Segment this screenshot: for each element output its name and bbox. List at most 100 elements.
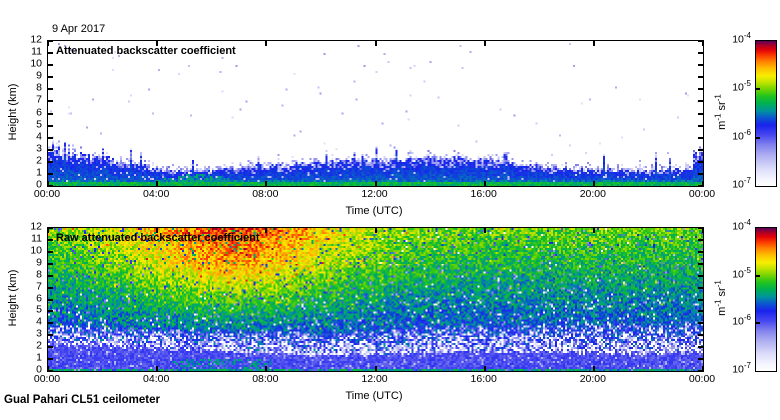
x-tick-label: 20:00 <box>579 373 606 385</box>
y-tick-mark <box>48 274 53 277</box>
x-tick-label: 00:00 <box>688 373 716 385</box>
x-tick-mark <box>265 181 268 186</box>
y-tick-mark <box>48 40 53 42</box>
x-tick-label: 00:00 <box>33 373 61 385</box>
colorbar-tick-exponent: -7 <box>743 176 751 185</box>
colorbar-tick-mark <box>756 136 760 139</box>
x-tick-mark <box>592 366 595 371</box>
y-tick-mark <box>48 88 53 91</box>
colorbar-tick-label: 10-6 <box>691 127 751 143</box>
colorbar-tick-mark <box>756 88 760 91</box>
y-tick-mark <box>698 262 703 265</box>
y-tick-label: 10 <box>30 57 42 70</box>
x-tick-mark <box>156 181 159 186</box>
x-tick-mark <box>156 41 159 46</box>
y-tick-mark <box>698 52 703 55</box>
y-tick-label: 2 <box>36 154 42 167</box>
unit-text: m <box>716 120 728 130</box>
colorbar-tick-exponent: -6 <box>743 313 751 323</box>
colorbar-tick-base: 10 <box>732 33 744 46</box>
y-tick-mark <box>698 358 703 361</box>
colorbar-tick-exponent: -6 <box>743 127 751 137</box>
colorbar-unit-text: m-1 sr-1 <box>713 280 728 316</box>
x-tick-label: 08:00 <box>252 373 279 385</box>
unit-exponent: -1 <box>713 280 723 288</box>
x-tick-mark <box>47 181 49 186</box>
x-tick-mark <box>483 366 486 371</box>
colorbar-tick-label: 10-4 <box>691 219 751 233</box>
x-tick-label: 08:00 <box>252 188 279 200</box>
colorbar-tick-label: 10-4 <box>691 32 751 46</box>
colorbar-attenuated <box>755 40 777 187</box>
y-tick-mark <box>698 370 703 372</box>
y-tick-mark <box>48 52 53 55</box>
x-tick-label: 04:00 <box>143 373 170 385</box>
y-tick-label: 5 <box>36 303 42 316</box>
y-tick-mark <box>698 322 703 325</box>
colorbar-tick-base: 10 <box>732 363 744 376</box>
x-tick-label: 00:00 <box>33 188 61 200</box>
y-tick-mark <box>698 227 703 229</box>
y-tick-label: 1 <box>36 351 42 364</box>
colorbar-tick-label: 10-5 <box>691 80 751 94</box>
colorbar-unit-text: m-1 sr-1 <box>713 94 728 130</box>
x-tick-label: 16:00 <box>470 188 497 200</box>
y-tick-label: 12 <box>30 33 42 46</box>
y-tick-mark <box>698 274 703 277</box>
y-tick-mark <box>48 136 53 139</box>
y-tick-mark <box>698 76 703 79</box>
y-tick-label: 8 <box>36 268 42 281</box>
colorbar-tick-base: 10 <box>732 81 744 94</box>
y-tick-label: 0 <box>36 178 42 191</box>
y-tick-mark <box>698 88 703 91</box>
x-tick-mark <box>483 181 486 186</box>
date-label: 9 Apr 2017 <box>52 23 106 35</box>
colorbar-tick-base: 10 <box>732 130 744 143</box>
colorbar-tick-base: 10 <box>732 178 744 191</box>
y-tick-mark <box>48 262 53 265</box>
y-tick-mark <box>698 334 703 337</box>
y-tick-label: 10 <box>30 244 42 257</box>
x-tick-mark <box>156 228 159 233</box>
y-tick-label: 9 <box>36 69 42 82</box>
y-tick-mark <box>698 185 703 187</box>
x-tick-mark <box>47 41 49 46</box>
x-tick-label: 16:00 <box>470 373 497 385</box>
panel-title: Attenuated backscatter coefficient <box>56 45 236 57</box>
y-tick-mark <box>48 238 53 241</box>
colorbar-raw <box>755 227 777 372</box>
x-tick-mark <box>265 228 268 233</box>
y-tick-label: 12 <box>30 220 42 233</box>
y-tick-mark <box>48 64 53 67</box>
y-tick-mark <box>48 148 53 151</box>
colorbar-tick-exponent: -5 <box>743 265 751 275</box>
y-tick-mark <box>48 334 53 337</box>
y-tick-label: 4 <box>36 315 42 328</box>
x-tick-mark <box>483 41 486 46</box>
y-tick-mark <box>48 112 53 115</box>
unit-text: m <box>716 306 728 316</box>
y-tick-label: 3 <box>36 142 42 155</box>
y-tick-mark <box>48 100 53 103</box>
y-tick-label: 9 <box>36 256 42 269</box>
y-tick-mark <box>698 136 703 139</box>
x-tick-mark <box>483 228 486 233</box>
y-tick-mark <box>48 76 53 79</box>
x-tick-mark <box>592 41 595 46</box>
panel-attenuated: Attenuated backscatter coefficient <box>47 40 704 187</box>
y-tick-label: 7 <box>36 280 42 293</box>
x-tick-label: 12:00 <box>361 373 388 385</box>
y-tick-mark <box>698 100 703 103</box>
y-tick-label: 2 <box>36 339 42 352</box>
colorbar-tick-label: 10-7 <box>691 177 751 191</box>
colorbar-tick-mark <box>756 322 760 325</box>
y-tick-label: 1 <box>36 166 42 179</box>
colorbar-tick-base: 10 <box>732 220 744 233</box>
unit-text: sr <box>716 101 728 114</box>
y-tick-label: 3 <box>36 327 42 340</box>
y-tick-mark <box>48 250 53 253</box>
unit-exponent: -1 <box>713 94 723 102</box>
x-tick-mark <box>47 228 49 233</box>
colorbar-tick-exponent: -7 <box>743 361 751 370</box>
